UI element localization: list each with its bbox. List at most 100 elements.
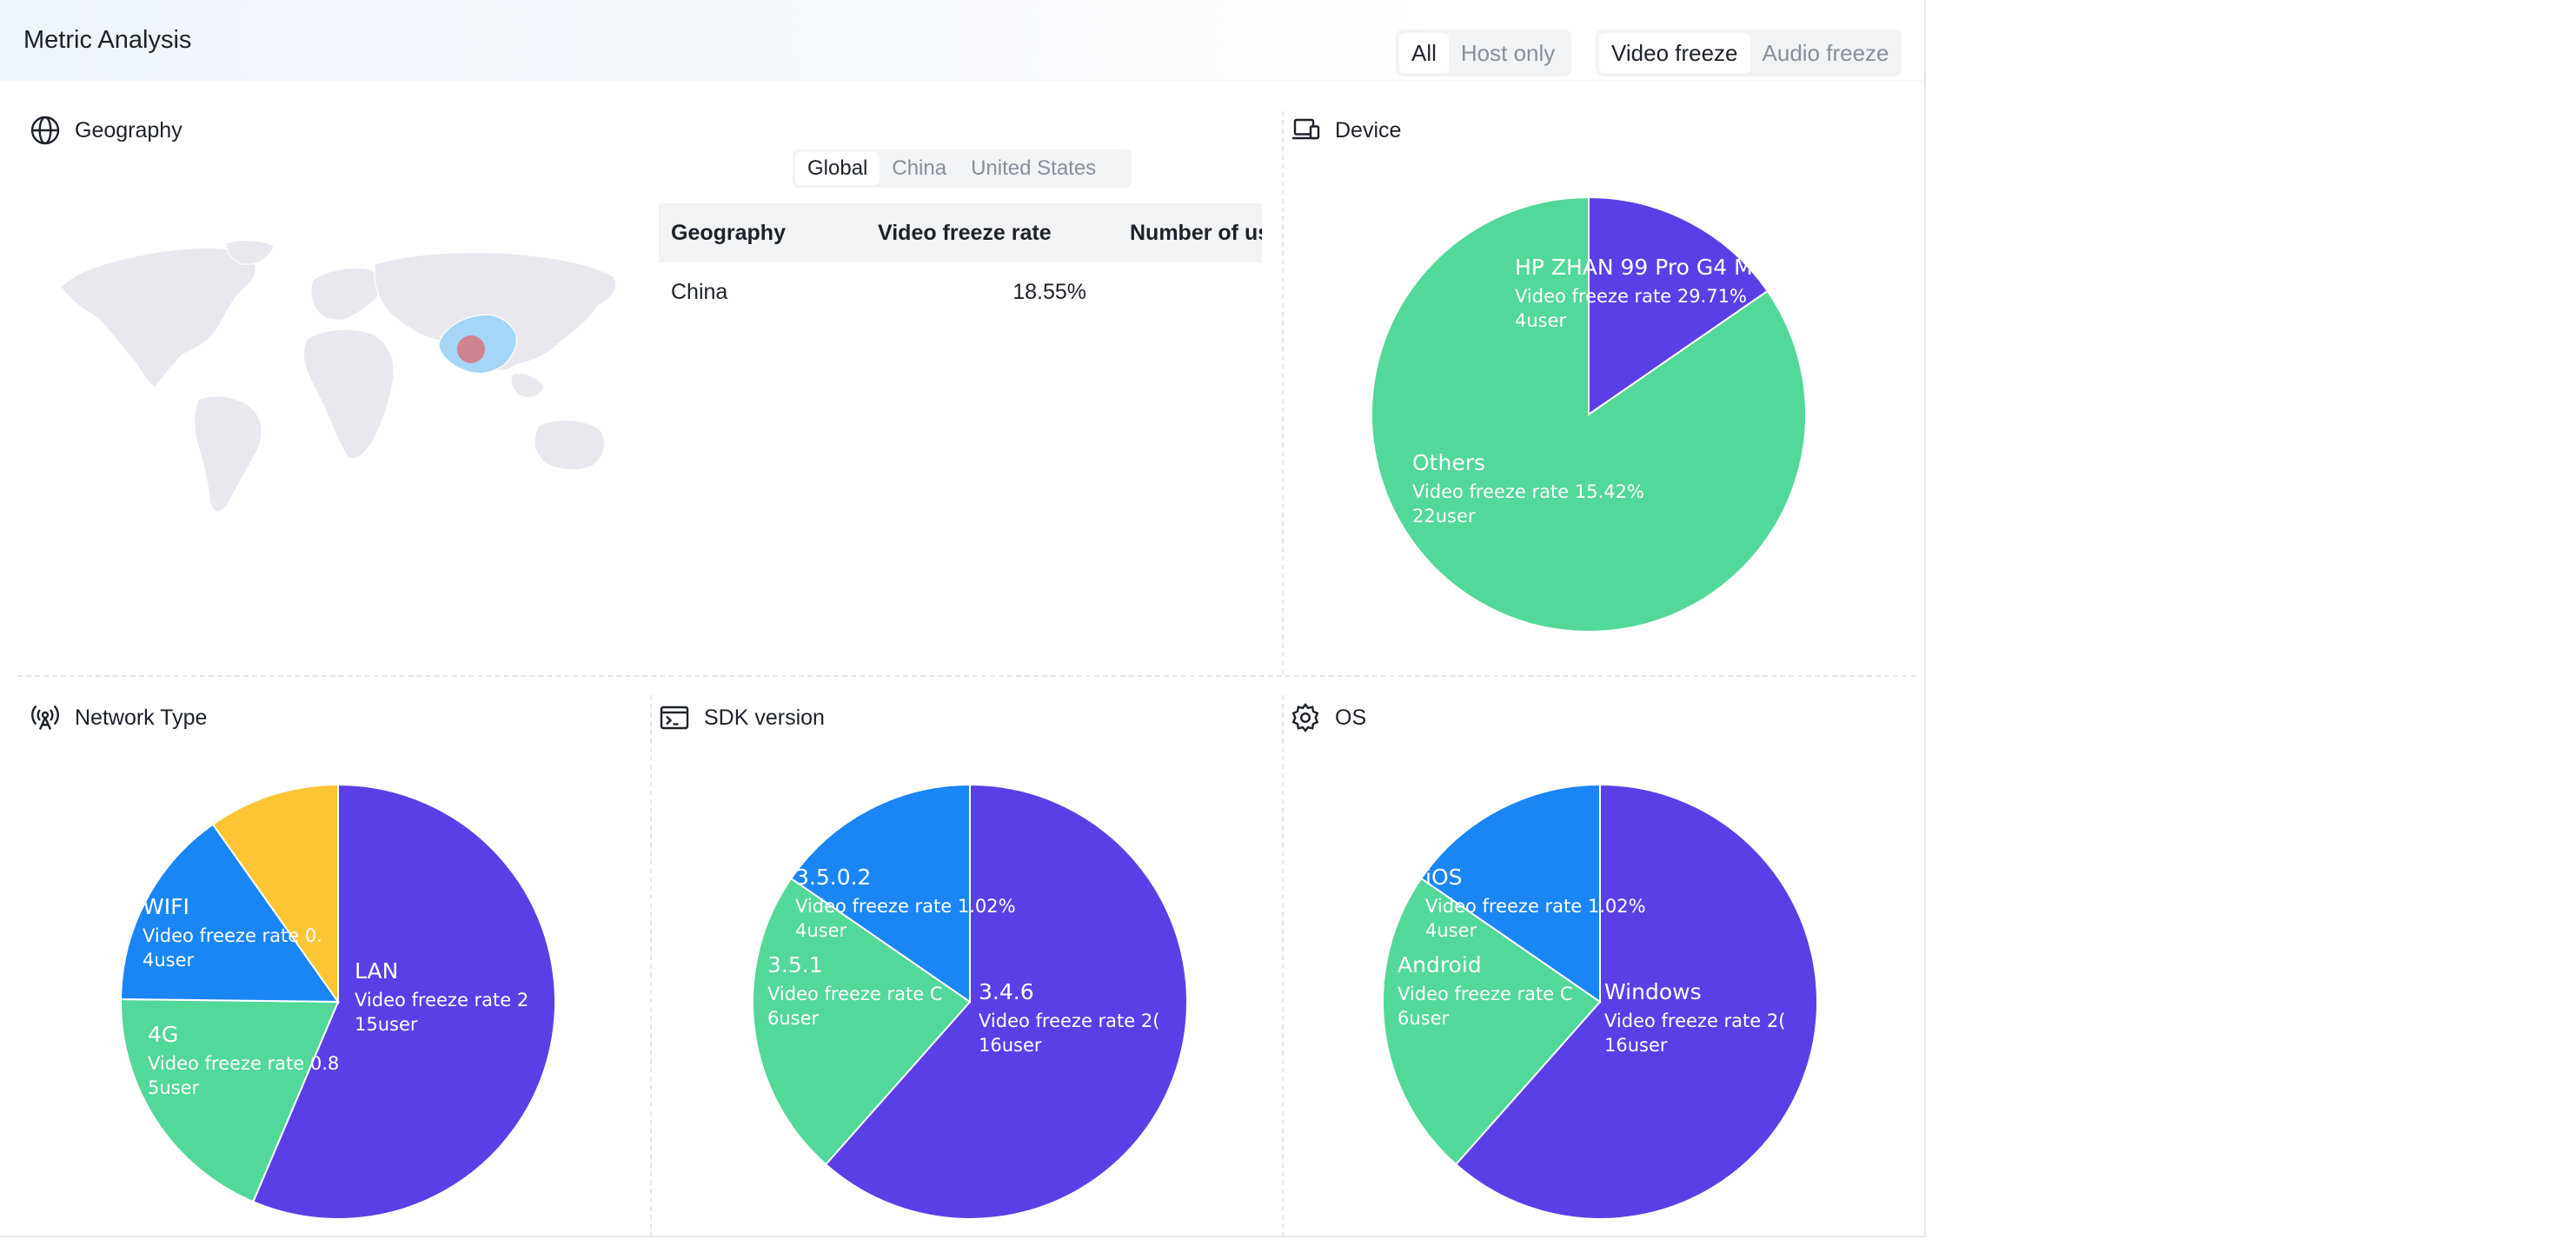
scope-toggle: All Host only	[1396, 30, 1571, 76]
device-title: Device	[1335, 117, 1402, 142]
region-tab-global[interactable]: Global	[795, 152, 880, 185]
africa-shape	[302, 328, 395, 460]
metric-analysis-card: Metric Analysis All Host only Video free…	[0, 0, 1926, 1237]
page-title: Metric Analysis	[23, 26, 192, 54]
network-slice-0[interactable]	[251, 783, 556, 1220]
column-header-geography[interactable]: Geography	[659, 203, 866, 262]
geography-section-header: Geography	[30, 115, 183, 146]
geography-title: Geography	[75, 117, 183, 142]
geography-table: Geography Video freeze rate Number of us…	[659, 203, 1262, 321]
table-row[interactable]: China 18.55%	[659, 262, 1262, 321]
divider-vertical-bottom-right	[1282, 695, 1284, 1236]
table-header-row: Geography Video freeze rate Number of us	[659, 203, 1262, 262]
network-slice-label-2: WIFI	[143, 894, 189, 919]
network-slice-users-2: 4user	[143, 950, 195, 971]
device-slice-label-1: Others	[1412, 450, 1485, 475]
cell-number-of-users	[1118, 262, 1262, 321]
os-slice-2[interactable]	[1419, 783, 1601, 1004]
os-slice-rate-0: Video freeze rate 2(	[1604, 1010, 1785, 1031]
globe-icon	[30, 116, 60, 145]
sdk-slice-label-2: 3.5.0.2	[795, 865, 871, 890]
os-slice-users-1: 6user	[1398, 1008, 1450, 1029]
column-header-number-of-users[interactable]: Number of us	[1118, 203, 1262, 262]
network-slice-rate-2: Video freeze rate 0.	[143, 925, 322, 946]
metric-option-video-freeze[interactable]: Video freeze	[1599, 33, 1750, 73]
os-slice-rate-2: Video freeze rate 1.02%	[1425, 896, 1646, 917]
sdk-slice-label-1: 3.5.1	[767, 952, 823, 977]
network-slice-rate-0: Video freeze rate 2	[355, 990, 528, 1010]
world-map	[60, 239, 617, 513]
os-slice-label-2: iOS	[1425, 865, 1463, 890]
geography-table-container: Geography Video freeze rate Number of us…	[659, 203, 1262, 325]
sdk-slice-1[interactable]	[752, 877, 972, 1166]
network-pie-chart: LAN Video freeze rate 2 15user 4G Video free…	[120, 783, 556, 1220]
divider-vertical-top	[1282, 111, 1284, 674]
greenland-shape	[225, 239, 275, 265]
device-slice-users-1: 22user	[1412, 506, 1476, 527]
network-slice-label-0: LAN	[355, 958, 398, 984]
south-america-shape	[193, 395, 262, 513]
network-slice-users-1: 5user	[148, 1077, 200, 1098]
region-tab-china[interactable]: China	[892, 156, 947, 180]
sdk-slice-users-0: 16user	[979, 1035, 1042, 1056]
asia-shape	[374, 251, 617, 372]
os-title: OS	[1335, 705, 1367, 730]
region-tabs: Global China United States	[793, 149, 1132, 188]
device-slice-rate-0: Video freeze rate 29.71%	[1515, 286, 1747, 307]
sdk-slice-rate-1: Video freeze rate C	[767, 984, 943, 1004]
divider-vertical-bottom-left	[650, 695, 652, 1236]
os-slice-label-0: Windows	[1604, 979, 1702, 1004]
australia-shape	[534, 420, 606, 471]
network-slice-rate-1: Video freeze rate 0.8	[148, 1053, 339, 1074]
divider-horizontal	[17, 675, 1915, 677]
network-slice-3[interactable]	[211, 783, 339, 1005]
device-pie-chart: HP ZHAN 99 Pro G4 M Video freeze rate 29.…	[1371, 195, 1807, 633]
device-slice-1[interactable]	[1371, 195, 1807, 633]
network-slice-label-1: 4G	[148, 1022, 178, 1047]
device-slice-0[interactable]	[1588, 195, 1769, 416]
os-section-header: OS	[1290, 702, 1366, 733]
cell-geography: China	[671, 279, 728, 304]
sdk-title: SDK version	[704, 705, 825, 730]
sdk-section-header: SDK version	[659, 702, 825, 733]
china-marker	[457, 335, 485, 363]
device-slice-users-0: 4user	[1515, 310, 1567, 331]
cell-video-freeze-rate: 18.55%	[1012, 279, 1086, 304]
sdk-slice-users-1: 6user	[767, 1008, 820, 1029]
network-title: Network Type	[75, 705, 208, 730]
southeast-asia-shape	[510, 373, 545, 398]
column-header-video-freeze-rate[interactable]: Video freeze rate	[866, 203, 1118, 262]
antenna-icon	[31, 705, 59, 730]
north-america-shape	[60, 247, 256, 388]
os-pie-chart: Windows Video freeze rate 2(16user Android…	[1382, 783, 1818, 1220]
network-slice-2[interactable]	[120, 823, 340, 1004]
scope-option-host-only[interactable]: Host only	[1460, 39, 1556, 66]
laptop-icon	[1292, 118, 1320, 140]
metric-toggle: Video freeze Audio freeze	[1596, 30, 1902, 76]
device-slice-label-0: HP ZHAN 99 Pro G4 M	[1515, 255, 1753, 280]
device-section-header: Device	[1290, 115, 1401, 146]
scope-option-all[interactable]: All	[1399, 33, 1449, 73]
sdk-slice-users-2: 4user	[795, 920, 847, 941]
os-slice-users-2: 4user	[1425, 920, 1477, 941]
sdk-slice-rate-0: Video freeze rate 2(	[979, 1010, 1159, 1031]
network-slice-users-0: 15user	[355, 1014, 418, 1035]
sdk-pie-chart: 3.4.6 Video freeze rate 2( 16user 3.5.1 Vide…	[752, 783, 1188, 1220]
region-tab-united-states[interactable]: United States	[971, 156, 1097, 180]
os-slice-rate-1: Video freeze rate C	[1398, 984, 1573, 1004]
os-slice-users-0: 16user	[1604, 1035, 1668, 1056]
sdk-slice-0[interactable]	[824, 783, 1188, 1220]
device-slice-rate-1: Video freeze rate 15.42%	[1412, 481, 1644, 502]
sdk-slice-rate-2: Video freeze rate 1.02%	[795, 896, 1016, 917]
card-header: Metric Analysis All Host only Video free…	[0, 0, 1924, 81]
metric-option-audio-freeze[interactable]: Audio freeze	[1762, 39, 1889, 66]
sdk-slice-2[interactable]	[789, 783, 971, 1004]
terminal-icon	[660, 706, 689, 730]
os-slice-1[interactable]	[1382, 877, 1602, 1166]
os-slice-0[interactable]	[1454, 783, 1818, 1220]
network-slice-1[interactable]	[120, 998, 340, 1203]
gear-icon	[1291, 703, 1319, 732]
europe-shape	[310, 267, 382, 321]
network-section-header: Network Type	[30, 702, 207, 733]
sdk-slice-label-0: 3.4.6	[979, 979, 1034, 1004]
